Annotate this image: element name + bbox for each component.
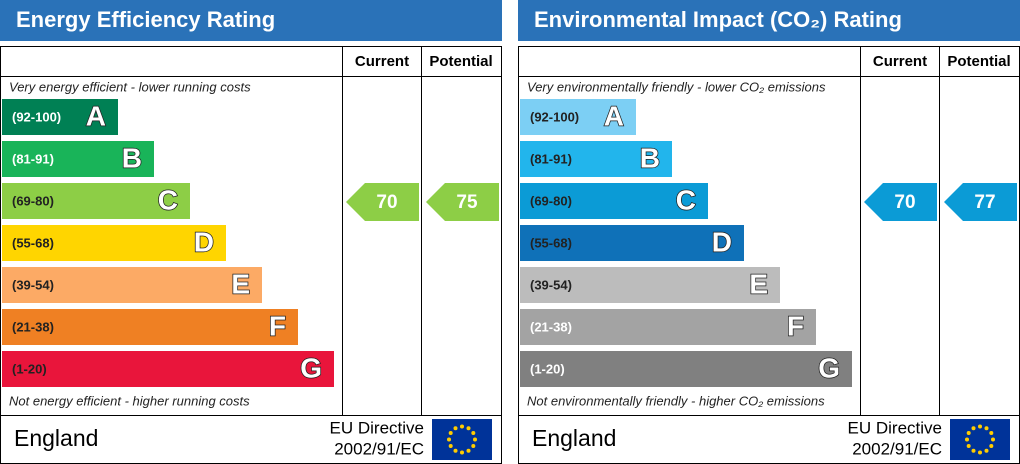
band-letter: A [604,100,624,131]
rating-panel: Environmental Impact (CO₂) Rating Current… [518,0,1020,464]
band-letter: F [269,310,286,341]
band-letter: B [122,142,142,173]
bottom-note: Not environmentally friendly - higher CO… [527,393,825,408]
eu-star [989,444,994,448]
footer-country: England [14,425,98,451]
band-bar [2,309,298,345]
rating-value: 70 [376,192,397,213]
band-range: (1-20) [530,361,565,376]
band-range: (21-38) [12,319,54,334]
footer-code: 2002/91/EC [334,439,424,458]
eu-star [460,424,464,429]
band-range: (39-54) [12,277,54,292]
eu-star [466,448,471,453]
band-bar [2,267,262,303]
band-bar [2,99,118,135]
eu-star [453,448,458,453]
eu-star [978,424,982,429]
eu-star [991,437,995,442]
rating-value: 75 [456,192,478,213]
band-bar [520,183,708,219]
rating-arrow [944,183,1017,221]
eu-star [471,444,476,448]
rating-arrow [346,183,419,221]
band-letter: G [300,352,322,383]
band-bar [520,225,744,261]
eu-star [966,431,971,435]
top-note: Very environmentally friendly - lower CO… [527,79,826,94]
column-header: Current [873,53,927,70]
footer-code: 2002/91/EC [852,439,942,458]
eu-star [966,444,971,448]
band-letter: D [194,226,214,257]
eu-star [473,437,477,442]
column-header: Current [355,53,409,70]
bottom-note: Not energy efficient - higher running co… [9,393,250,408]
band-bar [520,267,780,303]
band-letter: E [231,268,250,299]
title-bar [0,0,502,41]
band-bar [520,99,636,135]
band-range: (69-80) [530,193,572,208]
eu-star [448,444,453,448]
rating-panel: Energy Efficiency Rating Current Potential… [0,0,502,464]
eu-star [460,450,464,455]
band-letter: A [86,100,106,131]
eu-star [471,431,476,435]
eu-star [965,437,969,442]
eu-star [978,450,982,455]
top-note: Very energy efficient - lower running co… [9,79,251,94]
band-letter: E [749,268,768,299]
band-range: (21-38) [530,319,572,334]
band-range: (92-100) [12,109,61,124]
band-range: (55-68) [12,235,54,250]
title-bar [518,0,1020,41]
eu-star [984,426,989,431]
rating-value: 70 [894,192,915,213]
band-range: (55-68) [530,235,572,250]
band-letter: D [712,226,732,257]
band-bar [2,141,154,177]
band-bar [520,141,672,177]
band-letter: C [676,184,696,215]
column-header: Potential [947,53,1010,70]
band-range: (69-80) [12,193,54,208]
eu-star [989,431,994,435]
band-letter: C [158,184,178,215]
eu-star [466,426,471,431]
band-bar [520,351,852,387]
band-range: (39-54) [530,277,572,292]
footer-directive: EU Directive [330,418,424,437]
eu-star [984,448,989,453]
footer-directive: EU Directive [848,418,942,437]
band-range: (81-91) [12,151,54,166]
band-bar [520,309,816,345]
band-letter: B [640,142,660,173]
band-bar [2,183,190,219]
eu-star [971,448,976,453]
panel-title: Energy Efficiency Rating [16,7,275,32]
band-bar [2,351,334,387]
footer-country: England [532,425,616,451]
band-range: (1-20) [12,361,47,376]
rating-value: 77 [974,192,995,213]
band-bar [2,225,226,261]
eu-star [453,426,458,431]
panel-title: Environmental Impact (CO₂) Rating [534,7,902,32]
eu-star [447,437,451,442]
band-letter: G [818,352,840,383]
column-header: Potential [429,53,492,70]
rating-arrow [864,183,937,221]
eu-star [971,426,976,431]
eu-star [448,431,453,435]
rating-arrow [426,183,499,221]
band-range: (81-91) [530,151,572,166]
band-letter: F [787,310,804,341]
band-range: (92-100) [530,109,579,124]
